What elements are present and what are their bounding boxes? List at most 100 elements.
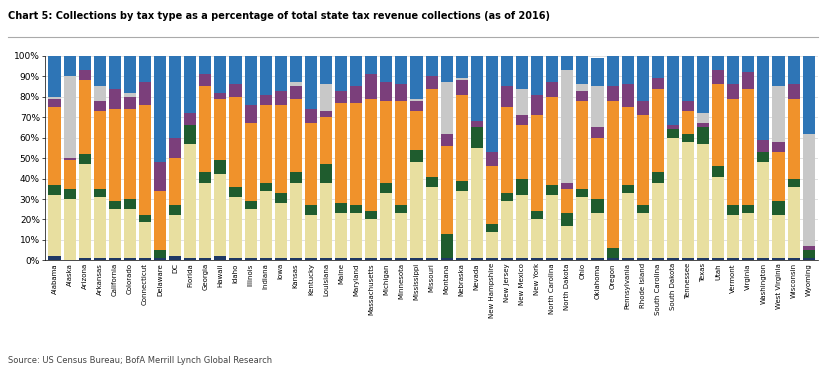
Bar: [501, 86, 513, 107]
Bar: [622, 185, 634, 193]
Bar: [591, 138, 604, 199]
Bar: [64, 56, 76, 76]
Bar: [652, 56, 664, 78]
Bar: [124, 93, 136, 97]
Bar: [591, 213, 604, 258]
Bar: [425, 76, 438, 89]
Bar: [667, 125, 679, 129]
Bar: [546, 185, 558, 195]
Bar: [93, 111, 106, 189]
Bar: [139, 56, 151, 82]
Bar: [290, 56, 301, 82]
Bar: [139, 258, 151, 260]
Bar: [697, 127, 710, 144]
Bar: [637, 115, 648, 205]
Bar: [637, 56, 648, 101]
Bar: [440, 146, 453, 234]
Bar: [380, 82, 392, 101]
Bar: [154, 191, 166, 250]
Bar: [93, 258, 106, 260]
Bar: [516, 115, 528, 125]
Bar: [380, 193, 392, 258]
Bar: [577, 197, 588, 258]
Bar: [622, 56, 634, 84]
Bar: [78, 258, 91, 260]
Bar: [486, 232, 498, 258]
Bar: [396, 258, 407, 260]
Bar: [697, 144, 710, 258]
Bar: [471, 258, 483, 260]
Bar: [501, 201, 513, 258]
Bar: [365, 258, 377, 260]
Bar: [425, 187, 438, 258]
Bar: [275, 56, 287, 90]
Bar: [682, 142, 694, 258]
Bar: [531, 211, 544, 219]
Bar: [577, 101, 588, 189]
Bar: [591, 127, 604, 138]
Bar: [562, 70, 573, 183]
Bar: [772, 56, 785, 86]
Bar: [787, 258, 800, 260]
Bar: [501, 56, 513, 86]
Bar: [743, 72, 754, 89]
Bar: [516, 258, 528, 260]
Bar: [365, 99, 377, 211]
Bar: [667, 258, 679, 260]
Bar: [486, 258, 498, 260]
Bar: [637, 213, 648, 258]
Bar: [637, 258, 648, 260]
Bar: [757, 152, 770, 162]
Bar: [471, 56, 483, 121]
Bar: [139, 105, 151, 215]
Bar: [290, 99, 301, 172]
Bar: [275, 90, 287, 105]
Bar: [78, 80, 91, 154]
Bar: [365, 56, 377, 74]
Bar: [169, 138, 181, 158]
Bar: [199, 183, 211, 258]
Bar: [772, 258, 785, 260]
Bar: [712, 70, 724, 84]
Bar: [667, 129, 679, 138]
Bar: [637, 205, 648, 213]
Bar: [199, 172, 211, 183]
Bar: [259, 56, 272, 94]
Bar: [396, 213, 407, 258]
Bar: [335, 103, 347, 203]
Bar: [169, 56, 181, 138]
Bar: [230, 97, 241, 187]
Bar: [49, 256, 60, 260]
Bar: [215, 99, 226, 160]
Bar: [109, 258, 121, 260]
Bar: [562, 258, 573, 260]
Bar: [290, 82, 301, 86]
Bar: [456, 180, 468, 191]
Bar: [772, 142, 785, 152]
Bar: [606, 258, 619, 260]
Bar: [49, 99, 60, 107]
Bar: [290, 172, 301, 183]
Bar: [93, 101, 106, 111]
Bar: [320, 84, 332, 111]
Bar: [305, 109, 317, 123]
Bar: [606, 56, 619, 86]
Bar: [169, 158, 181, 205]
Bar: [380, 56, 392, 82]
Bar: [259, 94, 272, 105]
Bar: [64, 160, 76, 189]
Bar: [78, 70, 91, 80]
Bar: [305, 123, 317, 205]
Bar: [350, 213, 362, 258]
Bar: [591, 58, 604, 86]
Bar: [64, 189, 76, 199]
Bar: [727, 84, 739, 99]
Bar: [244, 201, 257, 209]
Bar: [259, 191, 272, 258]
Bar: [743, 205, 754, 213]
Bar: [531, 115, 544, 211]
Bar: [124, 109, 136, 199]
Bar: [425, 89, 438, 176]
Bar: [652, 258, 664, 260]
Bar: [49, 56, 60, 97]
